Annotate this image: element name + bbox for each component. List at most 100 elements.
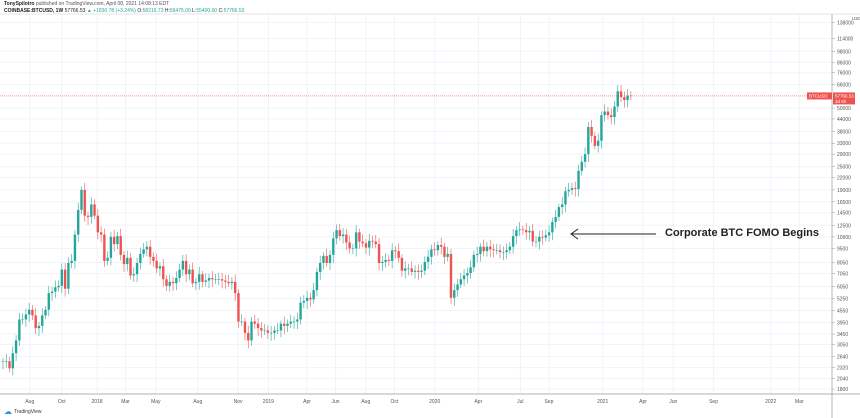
candle-body [626, 95, 629, 101]
x-tick-label: 2018 [91, 399, 102, 405]
currency-label: USD [852, 16, 860, 21]
x-tick-label: Jun [669, 399, 677, 405]
candle-body [492, 249, 495, 251]
candle-body [116, 236, 119, 245]
candle-body [148, 246, 152, 257]
candle-body [24, 314, 28, 320]
candle-body [407, 268, 410, 270]
candle-body [436, 244, 440, 251]
candle-body [112, 236, 116, 245]
y-tick-label: 12500 [837, 223, 851, 229]
candle-body [106, 257, 109, 261]
tradingview-logo[interactable]: ☁ TradingView [4, 407, 42, 416]
candle-body [129, 257, 132, 276]
candle-body [358, 232, 361, 242]
candle-body [381, 261, 384, 263]
last-price-tag [833, 92, 855, 105]
low-value: 55400.00 [196, 8, 218, 14]
candle-body [567, 189, 570, 192]
x-tick-label: Nov [234, 399, 243, 405]
candle-body [77, 209, 80, 235]
candle-body [590, 126, 593, 136]
x-tick-label: Apr [474, 399, 482, 405]
x-tick-label: Apr [639, 399, 647, 405]
candle-body [162, 266, 165, 280]
y-tick-label: 14500 [837, 211, 851, 217]
candle-body [21, 319, 24, 321]
candle-body [99, 232, 103, 235]
candle-body [580, 161, 583, 171]
candle-body [475, 253, 479, 255]
candle-body [299, 302, 302, 320]
candle-body [135, 262, 139, 275]
candle-body [227, 281, 230, 284]
candle-body [54, 287, 57, 292]
candle-body [286, 323, 289, 326]
candle-body [417, 270, 420, 272]
candle-body [191, 269, 194, 284]
x-tick-label: Mar [121, 399, 130, 405]
published-text: published on TradingView.com, April 08, … [35, 1, 170, 7]
candle-body [364, 243, 368, 248]
candle-body [623, 97, 626, 101]
candle-body [204, 280, 207, 282]
candle-body [462, 275, 466, 280]
x-tick-label: Jul [517, 399, 523, 405]
x-tick-label: Aug [361, 399, 370, 405]
y-tick-label: 7050 [837, 272, 848, 278]
candle-body [37, 325, 41, 329]
candle-body [230, 281, 234, 284]
candle-body [18, 319, 21, 341]
y-tick-label: 98000 [837, 49, 851, 55]
y-tick-label: 38000 [837, 129, 851, 135]
candle-body [273, 330, 276, 333]
candle-body [250, 321, 253, 341]
author: TonySpilotro [4, 1, 35, 7]
y-tick-label: 2040 [837, 376, 848, 382]
y-tick-label: 114000 [837, 36, 854, 42]
candle-body [521, 229, 525, 231]
y-tick-label: 8050 [837, 260, 848, 266]
y-tick-label: 86000 [837, 60, 851, 66]
candle-body [243, 321, 247, 333]
candle-body [67, 262, 70, 289]
candle-body [400, 257, 404, 271]
candle-body [207, 277, 211, 281]
candle-body [541, 236, 544, 238]
candle-body [103, 234, 106, 261]
y-tick-label: 4550 [837, 309, 848, 315]
logo-text: TradingView [14, 408, 42, 415]
candle-body [220, 279, 224, 281]
candle-body [11, 353, 15, 369]
y-tick-label: 2320 [837, 366, 848, 372]
candle-body [276, 330, 279, 332]
candle-body [354, 232, 358, 249]
y-tick-label: 1800 [837, 387, 848, 393]
candle-body [119, 236, 122, 255]
candle-body [296, 319, 299, 322]
candle-body [413, 270, 417, 272]
symbol: COINBASE:BTCUSD, 1W [4, 8, 64, 14]
x-tick-label: Oct [390, 399, 398, 405]
candle-body [233, 281, 237, 294]
candle-body [289, 321, 292, 324]
candle-body [86, 215, 90, 217]
countdown-text: 3d 6h [835, 99, 847, 104]
y-tick-label: 3950 [837, 321, 848, 327]
candle-body [292, 321, 296, 323]
candle-body [479, 246, 482, 254]
candle-body [178, 269, 181, 278]
candle-body [247, 332, 250, 341]
candle-body [538, 236, 541, 242]
y-tick-label: 3450 [837, 332, 848, 338]
annotation-text: Corporate BTC FOMO Begins [665, 227, 820, 239]
candle-body [165, 279, 168, 286]
candle-body [345, 234, 348, 243]
candle-body [371, 240, 374, 242]
last-price-tag-text: 57766.53 [835, 94, 854, 99]
open-value: 58216.73 [142, 8, 164, 14]
candle-body [439, 244, 443, 247]
y-tick-label: 44000 [837, 117, 851, 123]
